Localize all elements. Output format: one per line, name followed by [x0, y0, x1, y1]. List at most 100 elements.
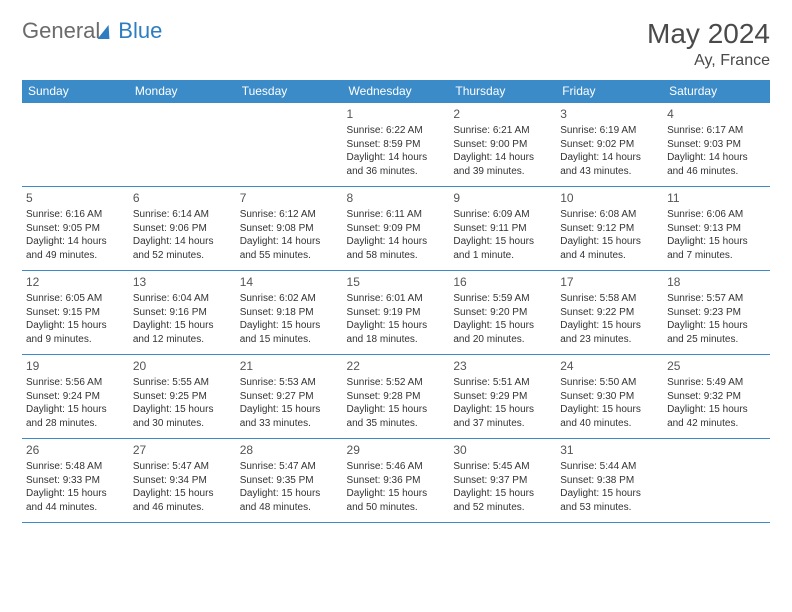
sunset-text: Sunset: 9:16 PM: [133, 306, 232, 320]
calendar-cell: [22, 103, 129, 187]
location: Ay, France: [647, 52, 770, 70]
sunset-text: Sunset: 9:12 PM: [560, 222, 659, 236]
calendar-cell: 25Sunrise: 5:49 AMSunset: 9:32 PMDayligh…: [663, 355, 770, 439]
day-number: 12: [26, 274, 125, 290]
month-title: May 2024: [647, 18, 770, 50]
sunset-text: Sunset: 9:20 PM: [453, 306, 552, 320]
day-number: 3: [560, 106, 659, 122]
daylight-text: Daylight: 14 hours: [240, 235, 339, 249]
daylight-text: and 36 minutes.: [347, 165, 446, 179]
day-number: 9: [453, 190, 552, 206]
sunset-text: Sunset: 9:19 PM: [347, 306, 446, 320]
sunset-text: Sunset: 9:34 PM: [133, 474, 232, 488]
daylight-text: and 28 minutes.: [26, 417, 125, 431]
calendar-cell: 22Sunrise: 5:52 AMSunset: 9:28 PMDayligh…: [343, 355, 450, 439]
sunset-text: Sunset: 9:13 PM: [667, 222, 766, 236]
daylight-text: and 55 minutes.: [240, 249, 339, 263]
sunrise-text: Sunrise: 5:48 AM: [26, 460, 125, 474]
calendar-row: 12Sunrise: 6:05 AMSunset: 9:15 PMDayligh…: [22, 271, 770, 355]
day-number: 11: [667, 190, 766, 206]
daylight-text: and 1 minute.: [453, 249, 552, 263]
daylight-text: Daylight: 14 hours: [347, 235, 446, 249]
daylight-text: and 20 minutes.: [453, 333, 552, 347]
calendar-cell: 31Sunrise: 5:44 AMSunset: 9:38 PMDayligh…: [556, 439, 663, 523]
daylight-text: Daylight: 15 hours: [240, 487, 339, 501]
sunset-text: Sunset: 8:59 PM: [347, 138, 446, 152]
calendar-cell: 2Sunrise: 6:21 AMSunset: 9:00 PMDaylight…: [449, 103, 556, 187]
sunrise-text: Sunrise: 5:50 AM: [560, 376, 659, 390]
sunset-text: Sunset: 9:33 PM: [26, 474, 125, 488]
day-number: 17: [560, 274, 659, 290]
calendar-cell: 24Sunrise: 5:50 AMSunset: 9:30 PMDayligh…: [556, 355, 663, 439]
calendar-cell: 17Sunrise: 5:58 AMSunset: 9:22 PMDayligh…: [556, 271, 663, 355]
sunset-text: Sunset: 9:11 PM: [453, 222, 552, 236]
sunrise-text: Sunrise: 6:09 AM: [453, 208, 552, 222]
day-number: 28: [240, 442, 339, 458]
sunset-text: Sunset: 9:30 PM: [560, 390, 659, 404]
calendar-row: 19Sunrise: 5:56 AMSunset: 9:24 PMDayligh…: [22, 355, 770, 439]
daylight-text: Daylight: 15 hours: [667, 319, 766, 333]
daylight-text: and 30 minutes.: [133, 417, 232, 431]
calendar-cell: 10Sunrise: 6:08 AMSunset: 9:12 PMDayligh…: [556, 187, 663, 271]
daylight-text: Daylight: 15 hours: [240, 319, 339, 333]
day-number: 7: [240, 190, 339, 206]
logo: General Blue: [22, 18, 162, 44]
calendar-cell: 6Sunrise: 6:14 AMSunset: 9:06 PMDaylight…: [129, 187, 236, 271]
sunset-text: Sunset: 9:38 PM: [560, 474, 659, 488]
sunrise-text: Sunrise: 5:55 AM: [133, 376, 232, 390]
sunset-text: Sunset: 9:24 PM: [26, 390, 125, 404]
sunset-text: Sunset: 9:32 PM: [667, 390, 766, 404]
daylight-text: Daylight: 15 hours: [347, 487, 446, 501]
daylight-text: and 9 minutes.: [26, 333, 125, 347]
calendar-body: 1Sunrise: 6:22 AMSunset: 8:59 PMDaylight…: [22, 103, 770, 523]
day-number: 13: [133, 274, 232, 290]
daylight-text: and 33 minutes.: [240, 417, 339, 431]
weekday-header-row: Sunday Monday Tuesday Wednesday Thursday…: [22, 80, 770, 103]
daylight-text: Daylight: 15 hours: [347, 319, 446, 333]
daylight-text: and 50 minutes.: [347, 501, 446, 515]
day-number: 27: [133, 442, 232, 458]
daylight-text: and 25 minutes.: [667, 333, 766, 347]
daylight-text: Daylight: 15 hours: [26, 487, 125, 501]
day-number: 10: [560, 190, 659, 206]
sunset-text: Sunset: 9:15 PM: [26, 306, 125, 320]
sunrise-text: Sunrise: 6:17 AM: [667, 124, 766, 138]
sunrise-text: Sunrise: 6:02 AM: [240, 292, 339, 306]
sunrise-text: Sunrise: 5:58 AM: [560, 292, 659, 306]
sunrise-text: Sunrise: 5:59 AM: [453, 292, 552, 306]
sunrise-text: Sunrise: 5:47 AM: [240, 460, 339, 474]
daylight-text: and 39 minutes.: [453, 165, 552, 179]
calendar-row: 1Sunrise: 6:22 AMSunset: 8:59 PMDaylight…: [22, 103, 770, 187]
day-number: 16: [453, 274, 552, 290]
sunrise-text: Sunrise: 6:12 AM: [240, 208, 339, 222]
daylight-text: and 46 minutes.: [667, 165, 766, 179]
sunrise-text: Sunrise: 6:16 AM: [26, 208, 125, 222]
calendar-cell: [236, 103, 343, 187]
sunset-text: Sunset: 9:03 PM: [667, 138, 766, 152]
calendar-cell: 9Sunrise: 6:09 AMSunset: 9:11 PMDaylight…: [449, 187, 556, 271]
day-number: 22: [347, 358, 446, 374]
daylight-text: Daylight: 15 hours: [240, 403, 339, 417]
daylight-text: Daylight: 15 hours: [667, 403, 766, 417]
day-number: 29: [347, 442, 446, 458]
day-number: 4: [667, 106, 766, 122]
sunrise-text: Sunrise: 5:47 AM: [133, 460, 232, 474]
daylight-text: and 15 minutes.: [240, 333, 339, 347]
sunrise-text: Sunrise: 6:08 AM: [560, 208, 659, 222]
daylight-text: Daylight: 15 hours: [453, 319, 552, 333]
weekday-friday: Friday: [556, 80, 663, 103]
calendar-cell: 12Sunrise: 6:05 AMSunset: 9:15 PMDayligh…: [22, 271, 129, 355]
day-number: 23: [453, 358, 552, 374]
logo-sail-icon: [98, 25, 115, 39]
calendar-cell: 11Sunrise: 6:06 AMSunset: 9:13 PMDayligh…: [663, 187, 770, 271]
daylight-text: and 46 minutes.: [133, 501, 232, 515]
daylight-text: and 53 minutes.: [560, 501, 659, 515]
daylight-text: and 4 minutes.: [560, 249, 659, 263]
sunset-text: Sunset: 9:25 PM: [133, 390, 232, 404]
sunset-text: Sunset: 9:05 PM: [26, 222, 125, 236]
daylight-text: Daylight: 14 hours: [347, 151, 446, 165]
daylight-text: and 52 minutes.: [133, 249, 232, 263]
day-number: 8: [347, 190, 446, 206]
daylight-text: Daylight: 15 hours: [453, 487, 552, 501]
sunset-text: Sunset: 9:28 PM: [347, 390, 446, 404]
